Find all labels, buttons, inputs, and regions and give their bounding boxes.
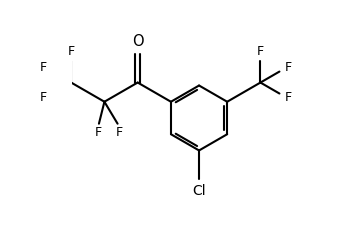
Text: F: F [285, 91, 292, 104]
Text: F: F [94, 126, 101, 140]
Text: Cl: Cl [192, 184, 206, 198]
Text: F: F [257, 45, 264, 58]
Text: O: O [132, 34, 143, 50]
Text: F: F [68, 45, 75, 58]
Text: F: F [39, 61, 46, 74]
Text: F: F [285, 61, 292, 74]
Text: F: F [39, 91, 46, 104]
Text: F: F [116, 126, 123, 140]
